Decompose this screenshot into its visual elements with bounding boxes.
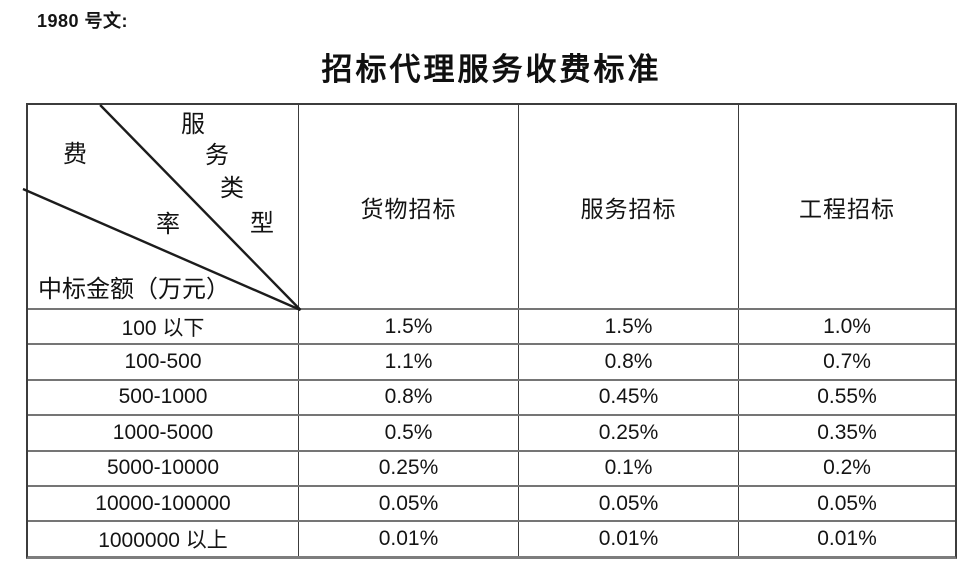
diagonal-header-cell: 服 务 类 型 费 率 中标金额（万元） <box>22 104 302 312</box>
rate-cell-engineering: 0.01% <box>817 527 877 551</box>
rate-cell-goods: 0.25% <box>299 451 519 485</box>
fee-rate-char-1: 费 <box>63 140 87 168</box>
table-row: 1000000 以上 0.01% 0.01% 0.01% <box>28 520 955 556</box>
rate-cell-engineering: 0.05% <box>817 491 877 515</box>
service-type-char-3: 类 <box>220 174 244 202</box>
rate-cell-engineering: 1.0% <box>823 314 871 338</box>
table-row: 100-500 1.1% 0.8% 0.7% <box>28 343 955 379</box>
column-header-goods-bidding: 货物招标 <box>299 105 519 308</box>
table-body: 100 以下 1.5% 1.5% 1.0% 100-500 1.1% 0.8% 0.7% 500… <box>28 308 955 556</box>
service-type-char-2: 务 <box>205 141 229 169</box>
rate-cell-engineering: 0.2% <box>823 456 871 480</box>
rate-cell-goods: 1.5% <box>299 310 519 344</box>
diagonal-lines <box>22 104 302 312</box>
page-title: 招标代理服务收费标准 <box>321 52 662 88</box>
rate-cell-services: 0.05% <box>519 486 739 521</box>
amount-range-cell: 1000-5000 <box>28 416 299 450</box>
amount-range-cell: 500-1000 <box>28 380 299 415</box>
rate-cell-goods: 0.05% <box>299 486 519 521</box>
table-header-row: 服 务 类 型 费 率 中标金额（万元） 货物招标 服务招标 工程招标 <box>22 104 955 312</box>
rate-cell-engineering: 0.7% <box>823 350 871 374</box>
fee-rate-char-2: 率 <box>156 210 180 238</box>
rate-cell-goods: 0.5% <box>299 416 519 450</box>
rate-cell-services: 0.8% <box>519 345 739 379</box>
amount-range-cell: 1000000 以上 <box>28 522 299 556</box>
rate-cell-services: 0.25% <box>519 416 739 450</box>
rate-cell-goods: 1.1% <box>299 345 519 379</box>
table-row: 1000-5000 0.5% 0.25% 0.35% <box>28 414 955 450</box>
amount-range-cell: 100 以下 <box>28 310 299 344</box>
table-row: 100 以下 1.5% 1.5% 1.0% <box>28 308 955 344</box>
rate-cell-engineering: 0.35% <box>817 420 877 444</box>
rate-cell-goods: 0.8% <box>299 380 519 415</box>
table-row: 5000-10000 0.25% 0.1% 0.2% <box>28 449 955 485</box>
rate-cell-services: 0.45% <box>519 380 739 415</box>
column-header-engineering-bidding: 工程招标 <box>799 196 895 223</box>
column-header-service-bidding: 服务招标 <box>519 105 739 308</box>
rate-cell-services: 0.01% <box>519 522 739 556</box>
service-type-char-1: 服 <box>181 110 205 138</box>
rate-cell-services: 1.5% <box>519 310 739 344</box>
amount-range-cell: 5000-10000 <box>28 451 299 485</box>
rate-cell-services: 0.1% <box>519 451 739 485</box>
service-type-char-4: 型 <box>250 209 274 237</box>
doc-ref: 1980 号文: <box>37 11 129 31</box>
table-row: 10000-100000 0.05% 0.05% 0.05% <box>28 484 955 521</box>
rate-cell-engineering: 0.55% <box>817 385 877 409</box>
amount-range-cell: 10000-100000 <box>28 486 299 521</box>
fee-table: 服 务 类 型 费 率 中标金额（万元） 货物招标 服务招标 工程招标 100 … <box>22 103 957 559</box>
rate-cell-goods: 0.01% <box>299 522 519 556</box>
amount-range-cell: 100-500 <box>28 345 299 379</box>
amount-axis-label: 中标金额（万元） <box>38 275 230 304</box>
table-row: 500-1000 0.8% 0.45% 0.55% <box>28 378 955 415</box>
